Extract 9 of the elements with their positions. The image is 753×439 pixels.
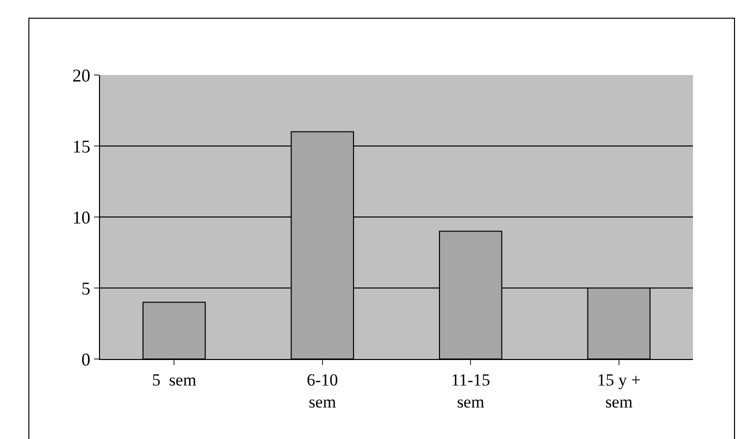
x-tick-label: 5 sem — [152, 370, 196, 390]
y-tick-label: 0 — [81, 349, 90, 370]
y-tick-label: 20 — [72, 65, 90, 86]
y-tick-label: 15 — [72, 136, 90, 156]
x-tick-label: 6-10 sem — [306, 370, 338, 412]
x-tick-label: 15 y + sem — [597, 370, 641, 412]
y-tick-label: 5 — [81, 278, 90, 298]
x-tick-label: 11-15 sem — [451, 370, 490, 412]
y-tick-label: 10 — [72, 207, 90, 228]
